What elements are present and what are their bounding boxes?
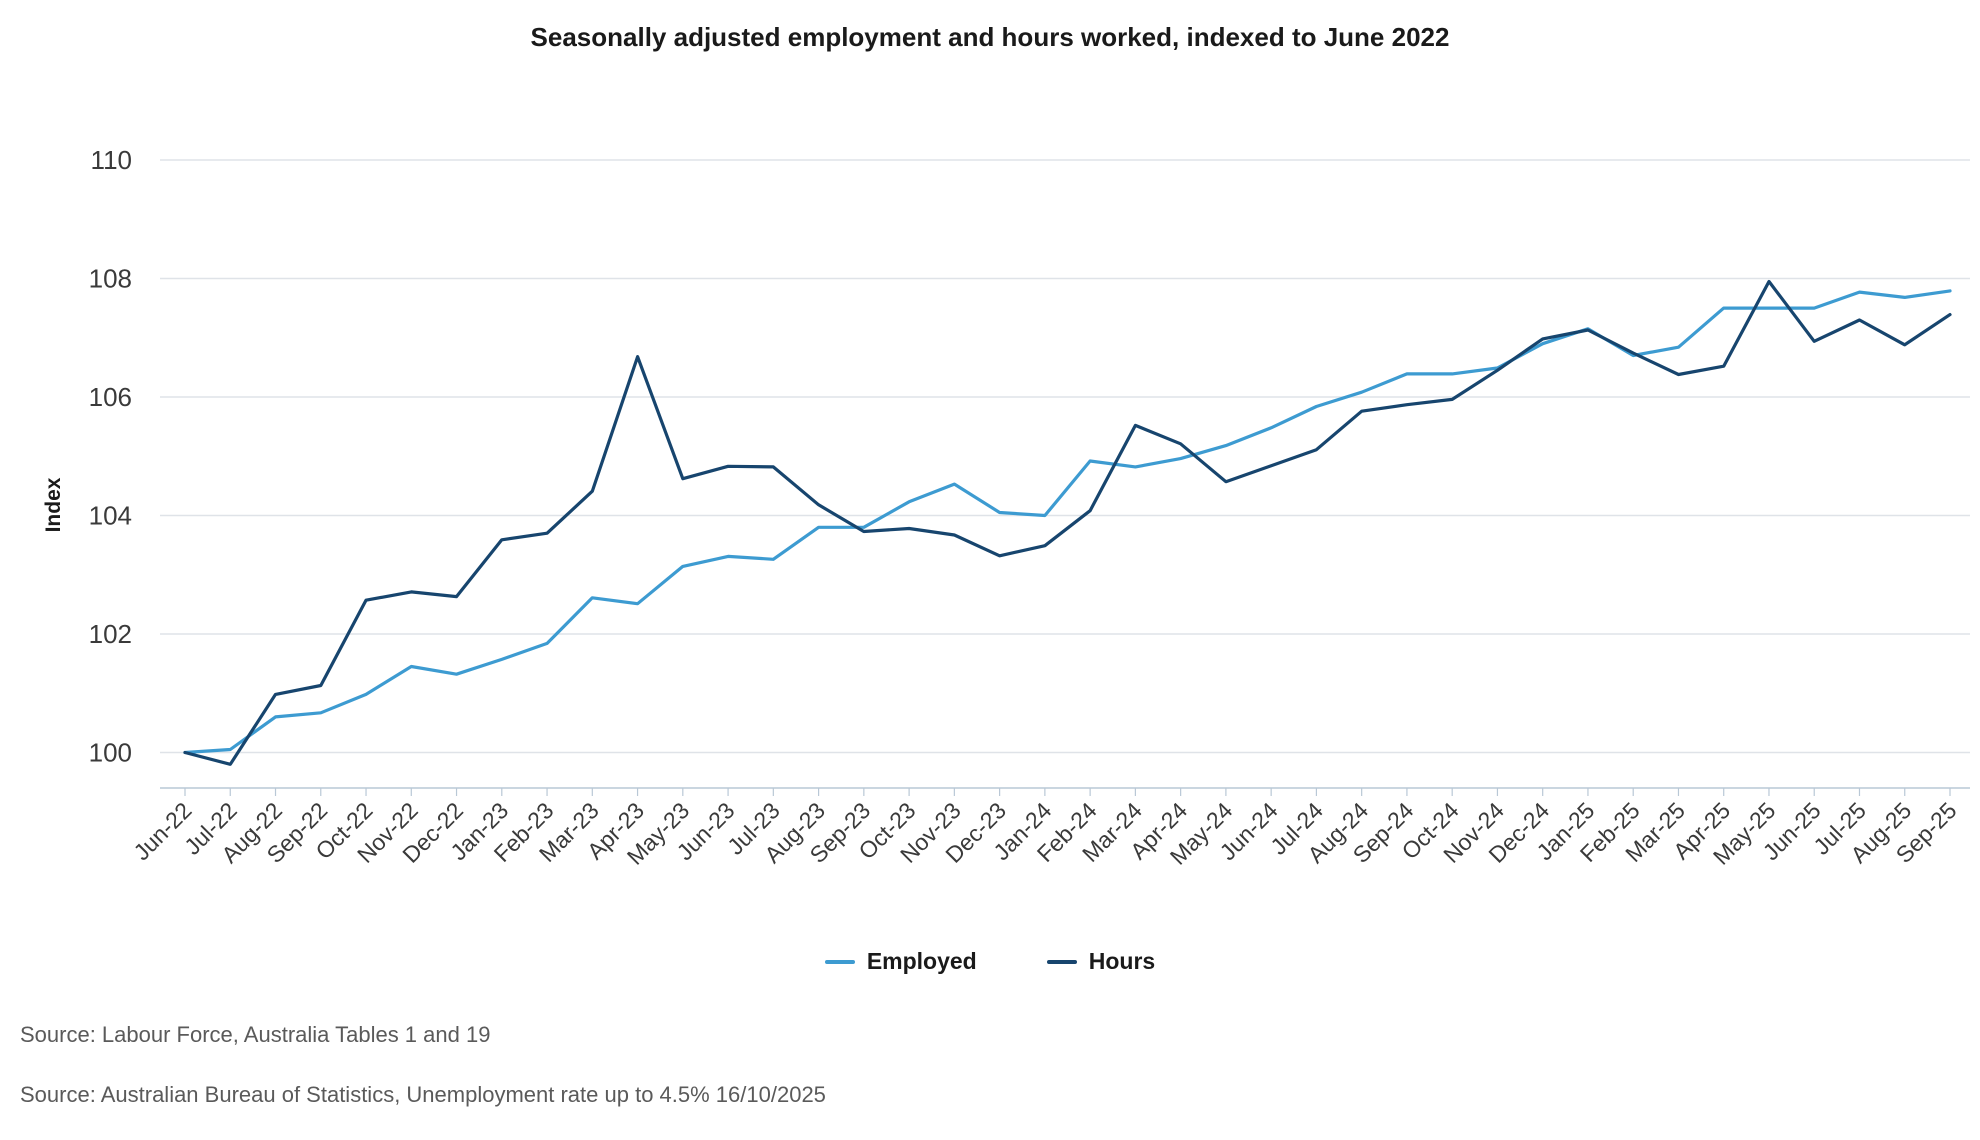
- source-note-1: Source: Labour Force, Australia Tables 1…: [20, 1022, 491, 1047]
- gridlines: [160, 159, 1970, 789]
- legend-label-hours: Hours: [1088, 948, 1156, 974]
- x-axis-ticks: Jun-22Jul-22Aug-22Sep-22Oct-22Nov-22Dec-…: [128, 788, 1962, 870]
- y-tick-label: 104: [89, 500, 132, 530]
- source-note-2: Source: Australian Bureau of Statistics,…: [20, 1082, 826, 1107]
- y-tick-label: 106: [89, 382, 132, 412]
- y-axis-ticks: 100 102 104 106 108 110: [89, 145, 132, 767]
- y-tick-label: 110: [91, 145, 132, 175]
- y-tick-label: 108: [89, 263, 132, 293]
- chart-title: Seasonally adjusted employment and hours…: [530, 22, 1450, 52]
- legend-swatch-employed: [824, 959, 855, 964]
- legend-item-hours[interactable]: Hours: [1046, 948, 1156, 975]
- legend: Employed Hours: [0, 948, 1980, 975]
- y-tick-label: 100: [89, 737, 132, 767]
- x-tick-label: Jun-22: [128, 797, 196, 865]
- series-lines: [183, 279, 1952, 766]
- legend-item-employed[interactable]: Employed: [824, 948, 977, 975]
- series-line-hours: [183, 279, 1952, 766]
- series-line-employed: [183, 289, 1952, 755]
- legend-swatch-hours: [1046, 959, 1077, 964]
- y-axis-label: Index: [42, 477, 65, 532]
- y-tick-label: 102: [89, 619, 132, 649]
- legend-label-employed: Employed: [866, 948, 977, 974]
